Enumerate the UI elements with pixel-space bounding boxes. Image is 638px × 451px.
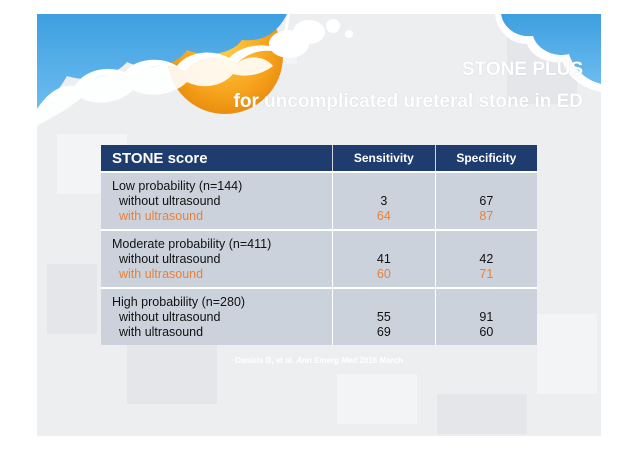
row-label: without ultrasound: [119, 252, 221, 266]
specificity-value: 91: [479, 310, 494, 324]
specificity-value: 60: [479, 325, 494, 339]
table-row: Low probability (n=144) without ultrasou…: [101, 171, 537, 230]
table-header-row: STONE score Sensitivity Specificity: [101, 145, 537, 172]
group-label-cell: Moderate probability (n=411) without ult…: [101, 229, 333, 288]
sensitivity-cell: 55 69: [332, 287, 436, 345]
specificity-cell: 42 71: [435, 229, 537, 288]
sensitivity-value-highlighted: 60: [376, 267, 391, 281]
group-label: Low probability (n=144): [112, 179, 243, 193]
group-label: Moderate probability (n=411): [112, 237, 272, 251]
citation: Daniels B, et al. Ann Emerg Med 2016 Mar…: [37, 356, 601, 365]
slide-subtitle: for uncomplicated ureteral stone in ED: [233, 91, 583, 112]
specificity-value-highlighted: 71: [479, 267, 494, 281]
header-stone-score: STONE score: [101, 145, 333, 172]
group-label: High probability (n=280): [112, 295, 246, 309]
table-row: Moderate probability (n=411) without ult…: [101, 229, 537, 288]
citation-journal: Ann Emerg Med: [296, 356, 358, 365]
group-label-cell: High probability (n=280) without ultraso…: [101, 287, 333, 345]
sensitivity-value: 41: [376, 252, 391, 266]
specificity-value: 67: [479, 194, 494, 208]
row-label-highlighted: with ultrasound: [119, 267, 204, 281]
header-sensitivity: Sensitivity: [332, 145, 436, 172]
sensitivity-cell: 3 64: [332, 171, 436, 230]
specificity-value: 42: [479, 252, 494, 266]
row-label-highlighted: with ultrasound: [119, 209, 204, 223]
specificity-cell: 67 87: [435, 171, 537, 230]
sky-cloud-sun-graphic: [37, 14, 601, 126]
specificity-cell: 91 60: [435, 287, 537, 345]
header-specificity: Specificity: [435, 145, 537, 172]
slide-title: STONE PLUS: [461, 59, 583, 80]
sensitivity-value: 69: [376, 325, 391, 339]
sensitivity-value: 55: [376, 310, 391, 324]
citation-date: 2016 March: [359, 356, 404, 365]
row-label: without ultrasound: [119, 310, 221, 324]
table-row: High probability (n=280) without ultraso…: [101, 287, 537, 345]
sensitivity-cell: 41 60: [332, 229, 436, 288]
sensitivity-value-highlighted: 64: [376, 209, 391, 223]
specificity-value-highlighted: 87: [479, 209, 494, 223]
slide: STONE PLUS for uncomplicated ureteral st…: [37, 14, 601, 436]
row-label: without ultrasound: [119, 194, 221, 208]
citation-authors: Daniels B, et al.: [234, 356, 295, 365]
sensitivity-value: 3: [380, 194, 388, 208]
row-label: with ultrasound: [119, 325, 204, 339]
stone-score-table: STONE score Sensitivity Specificity Low …: [101, 145, 537, 345]
group-label-cell: Low probability (n=144) without ultrasou…: [101, 171, 333, 230]
